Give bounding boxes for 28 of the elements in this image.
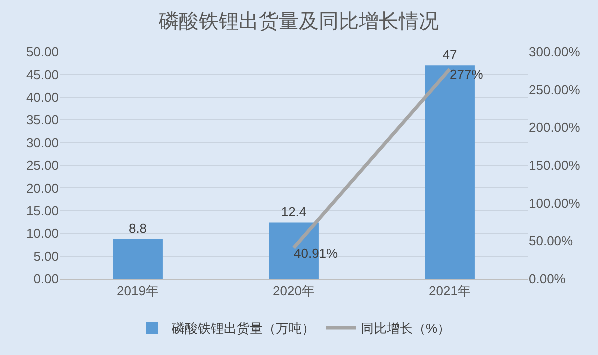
legend-label: 同比增长（%） bbox=[361, 321, 451, 336]
y2-tick-label: 250.00% bbox=[529, 82, 581, 98]
bar bbox=[113, 239, 163, 279]
x-tick-label: 2021年 bbox=[429, 284, 471, 299]
y-tick-label: 50.00 bbox=[26, 44, 59, 60]
chart-title: 磷酸铁锂出货量及同比增长情况 bbox=[158, 11, 439, 34]
y2-tick-label: 150.00% bbox=[529, 158, 581, 174]
legend-label: 磷酸铁锂出货量（万吨） bbox=[171, 321, 315, 336]
data-label: 8.8 bbox=[128, 221, 148, 236]
y-tick-label: 0.00 bbox=[34, 272, 59, 287]
y2-tick-label: 50.00% bbox=[529, 234, 574, 249]
y-tick-label: 35.00 bbox=[26, 112, 59, 128]
y2-tick-label: 200.00% bbox=[529, 120, 581, 136]
y-tick-label: 25.00 bbox=[26, 158, 59, 174]
y-tick-label: 45.00 bbox=[26, 67, 59, 82]
y2-tick-label: 100.00% bbox=[529, 196, 581, 211]
x-tick-label: 2020年 bbox=[273, 284, 315, 299]
y-tick-label: 30.00 bbox=[26, 135, 59, 150]
y-tick-label: 5.00 bbox=[34, 248, 59, 264]
y-tick-label: 40.00 bbox=[26, 90, 59, 105]
x-tick-label: 2019年 bbox=[117, 284, 159, 299]
y-tick-label: 15.00 bbox=[26, 203, 59, 218]
data-label: 47 bbox=[442, 48, 458, 63]
y2-tick-label: 300.00% bbox=[529, 44, 581, 60]
y-tick-label: 20.00 bbox=[26, 180, 59, 196]
y2-tick-label: 0.00% bbox=[529, 272, 566, 287]
y-tick-label: 10.00 bbox=[26, 226, 59, 242]
data-label: 12.4 bbox=[281, 204, 307, 220]
